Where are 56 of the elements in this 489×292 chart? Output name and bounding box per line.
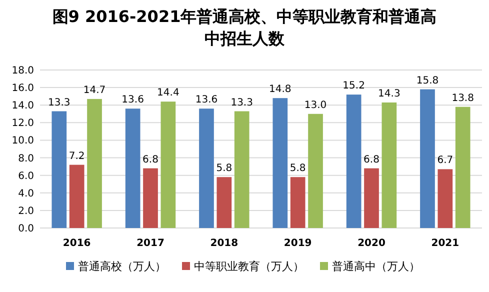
data-label: 15.2 [342, 80, 365, 92]
legend-label: 普通高中（万人） [332, 260, 420, 273]
legend-label: 普通高校（万人） [78, 260, 166, 273]
data-label: 13.8 [452, 92, 474, 104]
y-tick-label: 16.0 [12, 83, 34, 94]
data-label: 14.3 [378, 88, 400, 100]
data-label: 14.4 [157, 88, 180, 99]
y-tick-label: 10.0 [12, 136, 34, 147]
bar [52, 111, 67, 228]
legend-label: 中等职业教育（万人） [194, 260, 304, 273]
bar [216, 177, 232, 228]
bar [308, 114, 323, 228]
data-label: 13.6 [122, 94, 144, 106]
data-label: 13.3 [48, 97, 70, 108]
bar [125, 108, 140, 228]
data-label: 15.8 [416, 75, 439, 86]
y-tick-label: 4.0 [18, 188, 34, 200]
data-label: 13.6 [195, 94, 218, 106]
data-label: 14.7 [83, 84, 106, 96]
y-tick-label: 12.0 [12, 118, 34, 130]
data-label: 5.8 [216, 163, 232, 174]
data-label: 14.8 [269, 84, 292, 96]
data-label: 7.2 [68, 150, 85, 162]
bar [160, 102, 176, 228]
data-label: 6.8 [364, 154, 380, 166]
bar [87, 98, 102, 228]
data-label: 13.3 [230, 97, 253, 108]
chart-title: 图9 2016-2021年普通高校、中等职业教育和普通高中招生人数 [51, 6, 438, 50]
y-tick-label: 8.0 [18, 153, 34, 164]
bar [69, 164, 84, 228]
data-label: 13.0 [304, 100, 327, 111]
bar [143, 168, 158, 228]
x-tick-label: 2021 [431, 238, 460, 249]
x-tick-label: 2017 [136, 238, 164, 249]
x-tick-label: 2019 [284, 238, 312, 249]
x-tick-label: 2018 [210, 238, 238, 249]
y-tick-label: 18.0 [12, 66, 34, 76]
bar [290, 177, 306, 228]
bar [272, 98, 288, 228]
bar [420, 89, 435, 228]
bar [346, 94, 362, 228]
data-label: 5.8 [290, 163, 306, 174]
bar [382, 102, 397, 228]
x-tick-label: 2020 [358, 238, 386, 249]
bar [438, 169, 453, 228]
bar [234, 111, 250, 228]
y-tick-label: 6.0 [18, 170, 34, 182]
y-tick-label: 2.0 [18, 206, 34, 217]
y-tick-label: 14.0 [12, 100, 34, 112]
bar [199, 108, 214, 228]
data-label: 6.8 [142, 154, 158, 166]
y-tick-label: 0.0 [18, 224, 34, 234]
bar [455, 106, 470, 228]
x-tick-label: 2016 [62, 238, 91, 249]
data-label: 6.7 [437, 155, 454, 166]
bar [364, 168, 379, 228]
